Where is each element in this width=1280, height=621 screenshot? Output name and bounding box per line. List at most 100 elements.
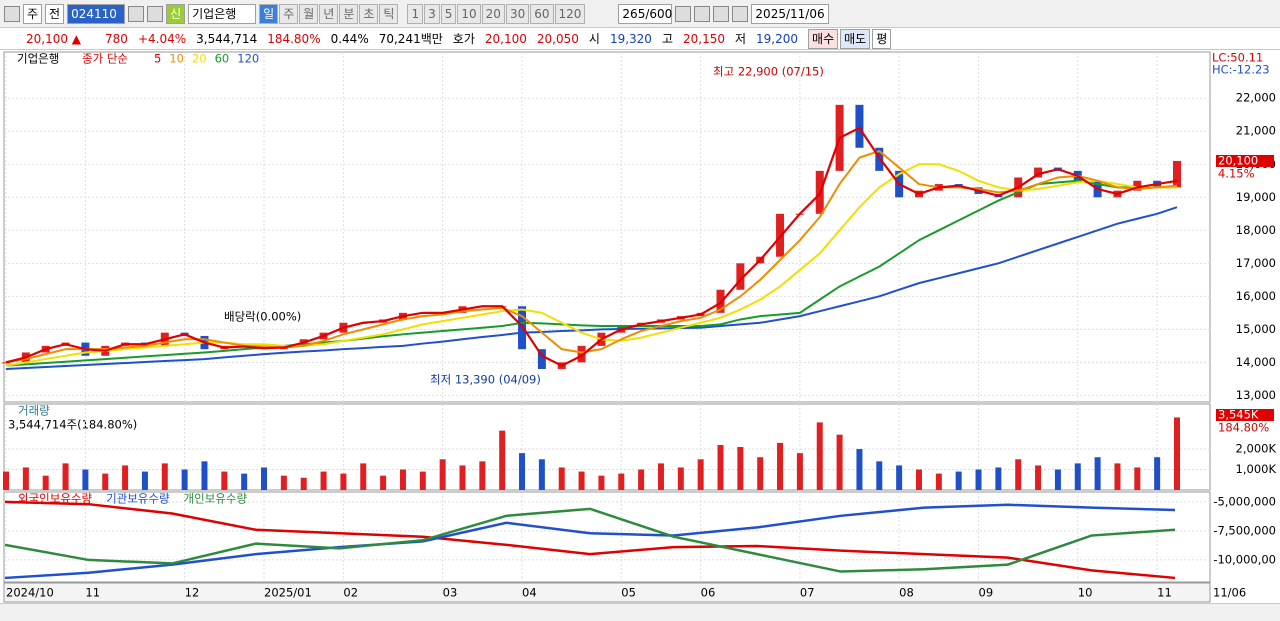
volume-bar bbox=[399, 469, 406, 490]
volume-bar bbox=[459, 465, 466, 490]
count[interactable]: 265/600 bbox=[618, 3, 673, 24]
period-button[interactable]: 주 bbox=[279, 3, 299, 24]
period-button[interactable]: 월 bbox=[299, 3, 319, 24]
volume-bar bbox=[915, 469, 922, 490]
legend-entry: 10 bbox=[169, 52, 184, 66]
x-tick-label: 07 bbox=[800, 586, 815, 600]
ma-label: 종가 단순 bbox=[82, 52, 128, 66]
volume-bar bbox=[1035, 465, 1042, 490]
code-input[interactable]: 024110 bbox=[67, 3, 126, 24]
volume-bar bbox=[241, 473, 248, 490]
ma-line bbox=[5, 163, 1177, 367]
label: 저 bbox=[734, 32, 747, 46]
ma-line bbox=[5, 126, 1178, 367]
interval-button[interactable]: 120 bbox=[554, 3, 586, 24]
volume-bar bbox=[1015, 459, 1022, 490]
interval-button[interactable]: 20 bbox=[481, 3, 505, 24]
volume-bar bbox=[161, 463, 168, 490]
x-tick-label: 12 bbox=[185, 586, 200, 600]
icon[interactable] bbox=[4, 5, 20, 22]
volume-bar bbox=[261, 467, 268, 490]
interval-button[interactable]: 1 bbox=[407, 3, 424, 24]
volume-bar bbox=[717, 444, 724, 490]
x-tick-label: 09 bbox=[979, 586, 994, 600]
price: 20,100 ▲ bbox=[26, 31, 82, 46]
volume-bar bbox=[1154, 457, 1161, 490]
interval-button[interactable]: 10 bbox=[457, 3, 481, 24]
high: 20,150 bbox=[682, 31, 725, 46]
buy-button[interactable]: 매수 bbox=[808, 28, 839, 49]
tool[interactable] bbox=[694, 5, 711, 22]
last-price: 20,100 bbox=[1218, 153, 1258, 167]
tool[interactable] bbox=[732, 5, 749, 22]
volume-bar bbox=[935, 473, 942, 490]
x-tick-label: 2024/10 bbox=[6, 586, 54, 600]
period-button[interactable]: 분 bbox=[339, 3, 359, 24]
search[interactable] bbox=[128, 5, 145, 22]
stock-label: 기업은행 bbox=[17, 52, 59, 66]
period-button[interactable]: 년 bbox=[319, 3, 339, 24]
avg-button[interactable]: 평 bbox=[872, 28, 892, 49]
sound[interactable] bbox=[147, 5, 164, 22]
change-pct: +4.04% bbox=[137, 31, 187, 46]
sell-button[interactable]: 매도 bbox=[840, 28, 871, 49]
volume-bar bbox=[439, 459, 446, 490]
candle bbox=[2, 362, 10, 364]
bid: 20,050 bbox=[536, 31, 579, 46]
interval-button[interactable]: 3 bbox=[424, 3, 440, 24]
volume-ratio: 184.80% bbox=[1218, 421, 1269, 435]
legend-entry: 120 bbox=[237, 52, 259, 66]
annotation: 최고 22,900 (07/15) bbox=[713, 65, 824, 79]
y-tick-label: 16,000 bbox=[1236, 289, 1276, 303]
volume-bar bbox=[380, 475, 387, 490]
period-button[interactable]: 초 bbox=[359, 3, 379, 24]
volume-bar bbox=[320, 471, 327, 490]
interval-button[interactable]: 60 bbox=[530, 3, 554, 24]
tool[interactable] bbox=[713, 5, 730, 22]
legend-entry: 20 bbox=[192, 52, 207, 66]
volume-bar bbox=[955, 471, 962, 490]
tab[interactable]: 주 bbox=[23, 3, 43, 24]
x-tick-label: 11 bbox=[1157, 586, 1172, 600]
intervals: 1 3 5 10 20 30 60 120 bbox=[407, 3, 586, 24]
volume-bar bbox=[519, 453, 526, 490]
volume-bar bbox=[141, 471, 148, 490]
label: 호가 bbox=[452, 32, 475, 46]
x-tick-label: 11 bbox=[85, 586, 100, 600]
volume-bar bbox=[1074, 463, 1081, 490]
volume-bar bbox=[1094, 457, 1101, 490]
volume-bar bbox=[538, 459, 545, 490]
volume-bar bbox=[340, 473, 347, 490]
interval-button[interactable]: 5 bbox=[440, 3, 457, 24]
candle bbox=[1173, 160, 1181, 188]
volume-bar bbox=[856, 449, 863, 490]
y-tick-label: 15,000 bbox=[1236, 322, 1276, 336]
x-tick-label: 03 bbox=[443, 586, 458, 600]
volume-bar bbox=[62, 463, 69, 490]
candle bbox=[736, 263, 745, 290]
volume: 3,544,714 bbox=[196, 31, 258, 46]
interval-button[interactable]: 30 bbox=[505, 3, 530, 24]
hc: HC:-12.23 bbox=[1212, 63, 1270, 77]
change: 780 bbox=[105, 31, 128, 46]
annotation: 최저 13,390 (04/09) bbox=[430, 373, 541, 387]
x-tick-label: 04 bbox=[522, 586, 537, 600]
prev[interactable]: 전 bbox=[45, 3, 65, 24]
volume-bar bbox=[82, 469, 89, 490]
change-label: 4.15% bbox=[1218, 166, 1255, 180]
candle bbox=[855, 104, 864, 148]
tool[interactable] bbox=[675, 5, 692, 22]
volume-bar bbox=[102, 473, 109, 490]
y-tick-label: 17,000 bbox=[1236, 256, 1276, 270]
volume-bar bbox=[558, 467, 565, 490]
date[interactable]: 2025/11/06 bbox=[751, 3, 829, 24]
period-button[interactable]: 틱 bbox=[379, 3, 399, 24]
volume-bar bbox=[618, 473, 625, 490]
ma-line bbox=[5, 206, 1178, 370]
volume-bar bbox=[757, 457, 764, 490]
volume-bar bbox=[201, 461, 208, 490]
period-button[interactable]: 일 bbox=[259, 3, 279, 24]
volume-box bbox=[1216, 409, 1274, 421]
holding-panel bbox=[3, 491, 1211, 583]
